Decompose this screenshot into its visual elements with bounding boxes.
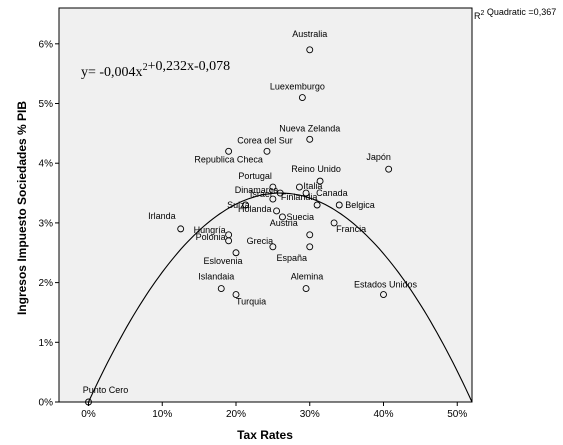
point-label: Irlanda	[148, 211, 176, 221]
y-tick-label: 1%	[39, 338, 54, 349]
y-tick-label: 4%	[39, 159, 54, 170]
point-label: Polonia	[196, 232, 226, 242]
quadratic-fit-line	[88, 192, 473, 403]
point-label: Suecia	[286, 212, 314, 222]
data-point	[335, 201, 343, 209]
data-point	[225, 147, 233, 155]
y-tick-label: 3%	[39, 218, 54, 229]
point-label: Finlandia	[281, 192, 318, 202]
y-tick-label: 6%	[39, 39, 54, 50]
data-point	[276, 189, 284, 197]
data-point	[85, 398, 92, 406]
x-tick-label: 40%	[373, 409, 393, 420]
point-label: Francia	[336, 224, 366, 234]
point-label: Portugal	[238, 171, 272, 181]
data-point	[380, 291, 387, 298]
data-point	[225, 237, 233, 245]
data-point	[298, 94, 306, 101]
data-point	[263, 147, 271, 155]
data-point	[306, 46, 314, 54]
data-point	[242, 201, 250, 209]
data-point	[273, 207, 281, 215]
y-tick-label: 0%	[39, 398, 54, 409]
point-label: Corea del Sur	[237, 135, 293, 145]
point-label: Nueva Zelanda	[279, 123, 340, 133]
data-point	[217, 285, 225, 293]
data-point	[177, 225, 185, 233]
point-label: Reino Unido	[291, 164, 341, 174]
point-label: Holanda	[238, 204, 272, 214]
x-tick-label: 50%	[447, 409, 467, 420]
data-point	[269, 183, 277, 191]
data-point	[330, 219, 338, 227]
point-label: Israel	[250, 189, 272, 199]
y-tick-label: 5%	[39, 99, 54, 110]
point-label: Belgica	[345, 200, 375, 210]
r2-label: R2 Quadratic =0,367	[474, 7, 556, 21]
point-label: Italia	[303, 181, 322, 191]
data-point	[269, 243, 277, 251]
data-point	[302, 285, 310, 293]
x-tick-label: 30%	[300, 409, 320, 420]
point-label: Japón	[366, 152, 391, 162]
y-tick-label: 2%	[39, 278, 54, 289]
data-point	[385, 165, 393, 173]
data-point	[295, 183, 303, 191]
data-point	[269, 195, 277, 203]
point-label: Canada	[316, 188, 348, 198]
point-label: España	[276, 253, 307, 263]
point-label: Punto Cero	[83, 385, 129, 395]
point-label: Estados Unidos	[354, 280, 418, 290]
point-label: Hungría	[194, 225, 226, 235]
data-point	[302, 189, 310, 197]
point-label: Alemina	[291, 272, 324, 282]
point-label: Eslovenia	[203, 256, 242, 266]
x-tick-label: 0%	[81, 409, 96, 420]
point-label: Luexemburgo	[270, 82, 325, 92]
data-point	[232, 291, 240, 298]
plot-area	[58, 7, 473, 403]
data-point	[232, 249, 240, 257]
data-point	[316, 177, 324, 185]
point-label: Islandaia	[198, 272, 234, 282]
y-axis-title: Ingresos Impuesto Sociedades % PIB	[15, 101, 29, 315]
point-label: Republica Checa	[194, 154, 263, 164]
data-point	[313, 201, 321, 209]
point-label: Dinamarca	[235, 185, 279, 195]
data-point	[279, 213, 286, 221]
point-label: Grecia	[247, 236, 274, 246]
x-tick-label: 20%	[226, 409, 246, 420]
data-point	[306, 231, 314, 239]
x-tick-label: 10%	[152, 409, 172, 420]
point-label: Austria	[270, 218, 298, 228]
data-point	[306, 243, 314, 251]
data-point	[306, 135, 314, 143]
x-axis-title: Tax Rates	[237, 428, 293, 442]
point-label: Suiza	[227, 200, 250, 210]
fit-equation: y= -0,004x2+0,232x-0,078	[81, 59, 230, 80]
point-label: Turquia	[236, 297, 266, 307]
point-label: Australia	[292, 29, 327, 39]
